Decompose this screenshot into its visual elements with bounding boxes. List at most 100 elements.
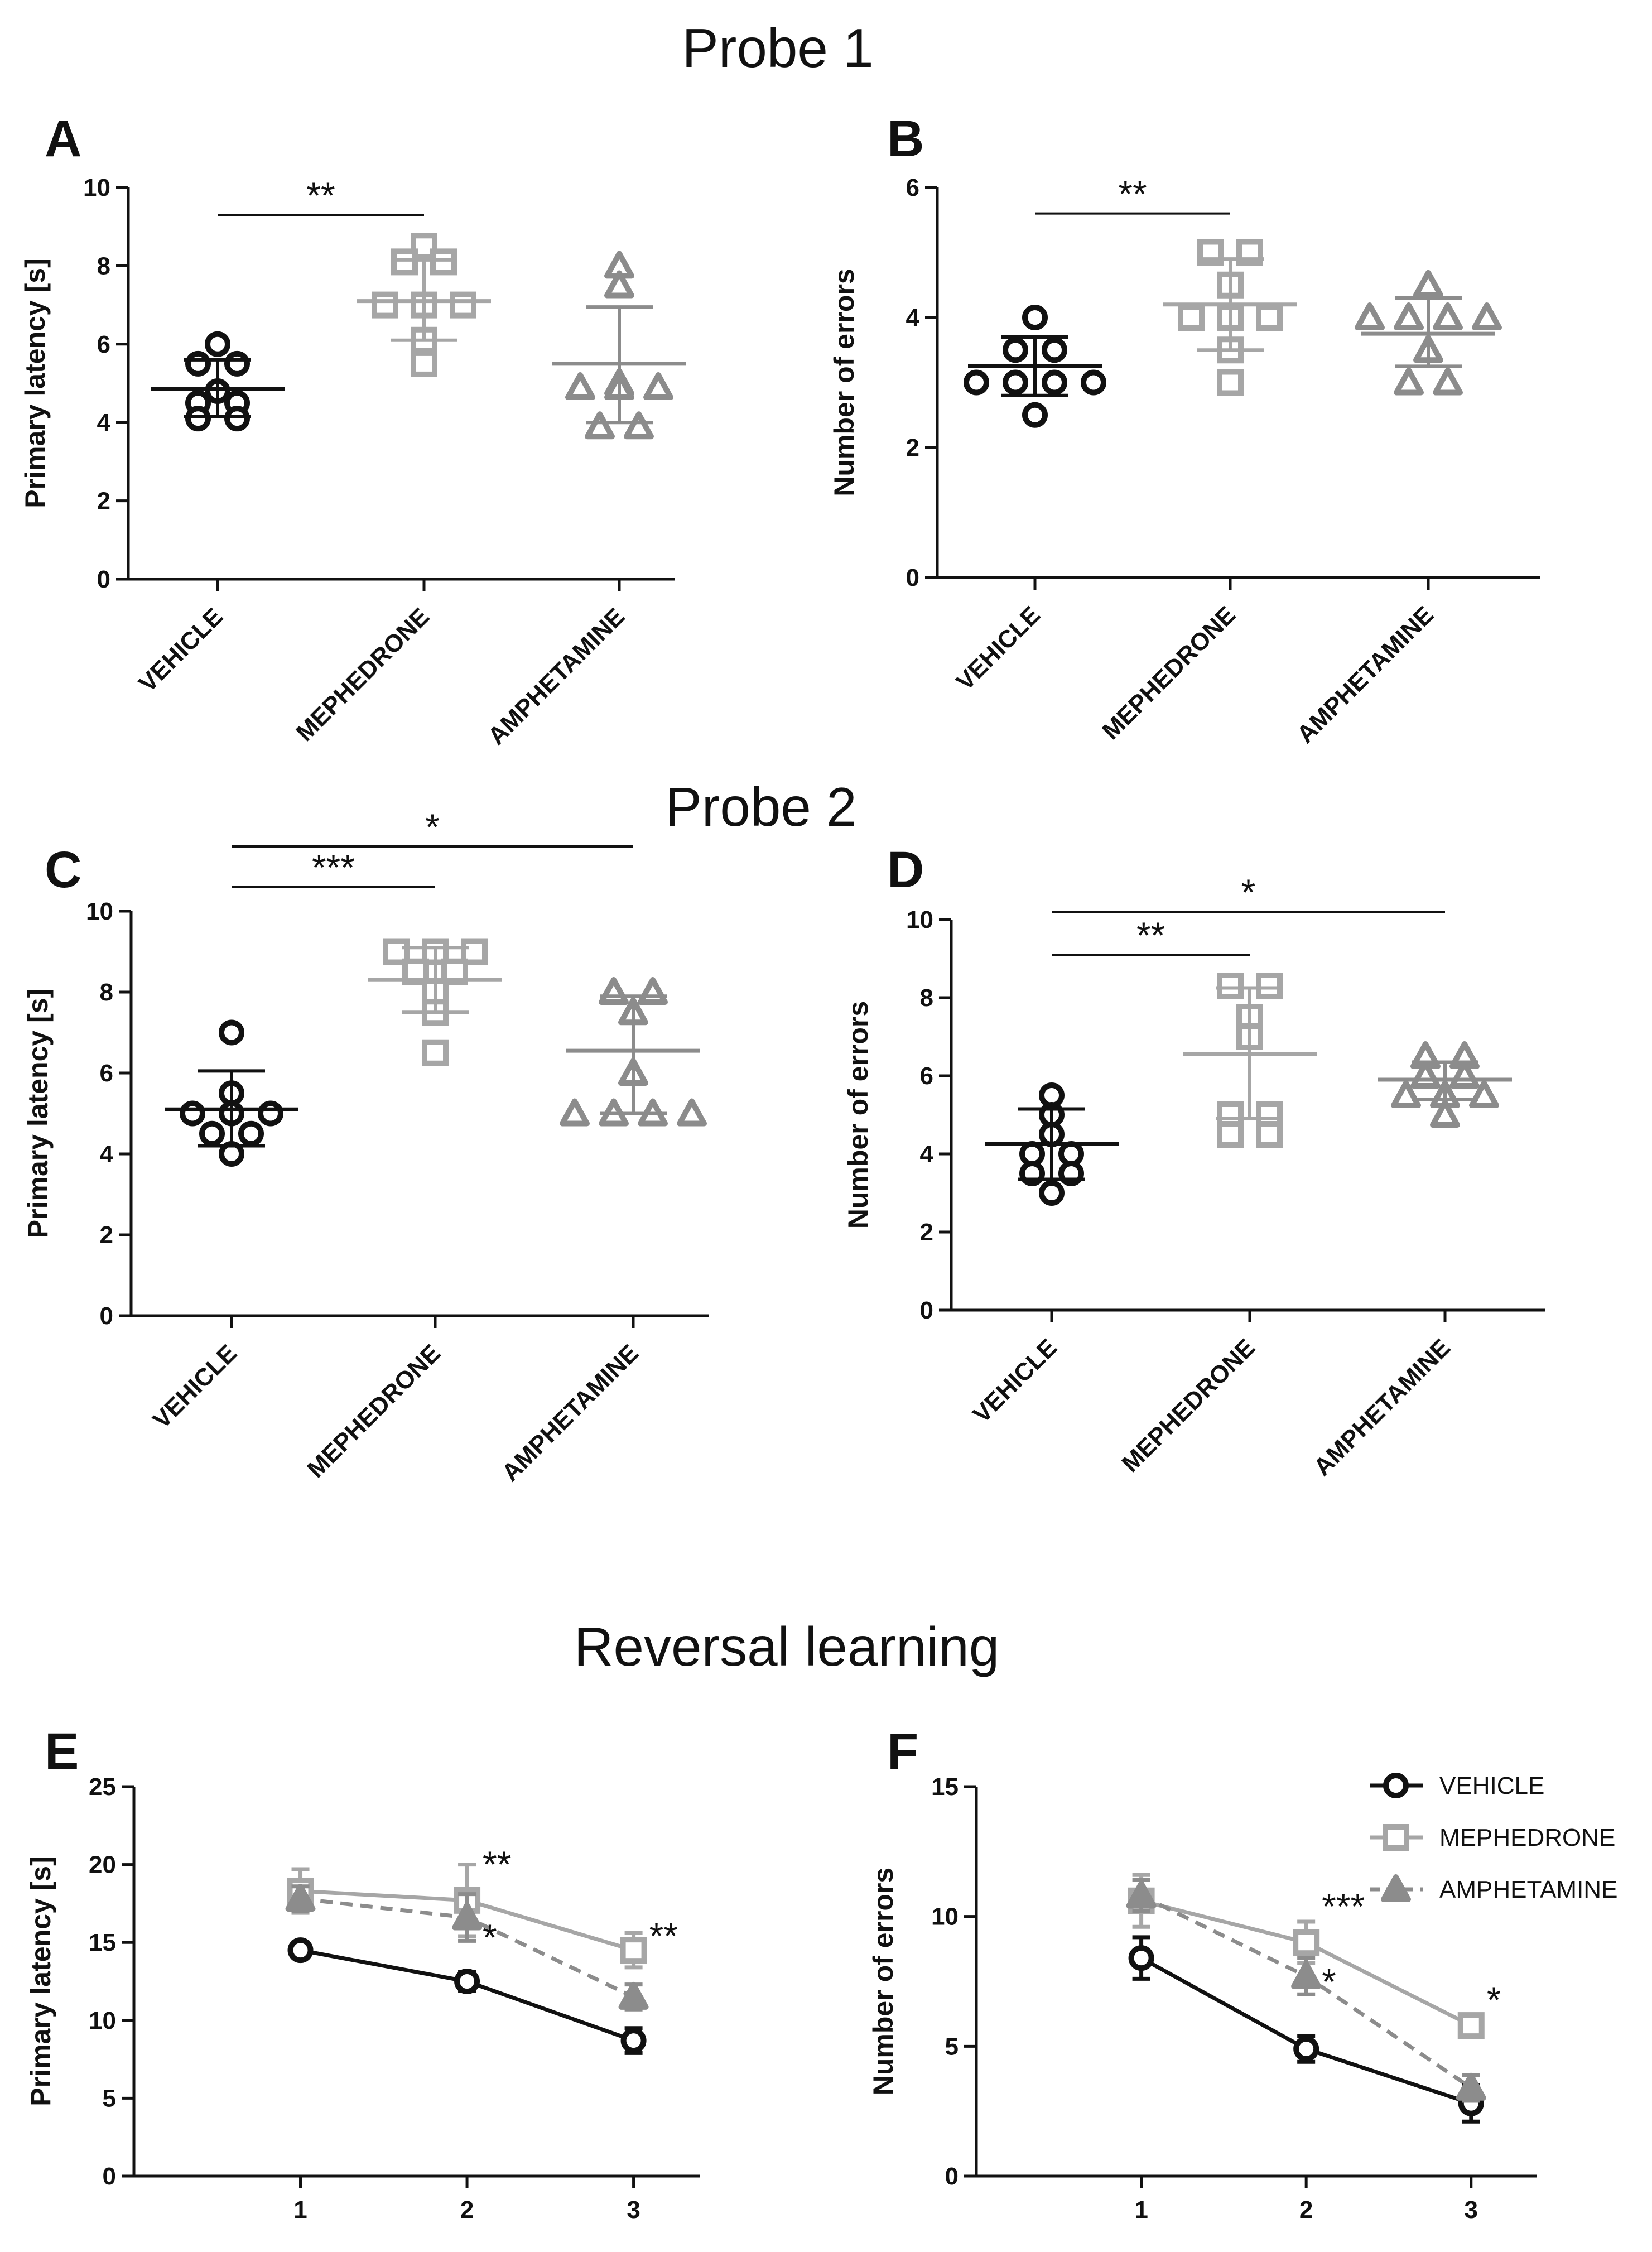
data-point-amphetamine [565,372,595,401]
panel-letter: E [45,1723,79,1780]
y-tick-label: 0 [906,564,919,591]
data-point-mephedrone [1457,2012,1485,2039]
data-point-amphetamine [1433,367,1463,396]
y-tick-label: 8 [97,252,110,280]
y-tick-label: 10 [89,2007,116,2034]
significance-label: *** [312,847,355,888]
data-point-mephedrone [1217,973,1244,999]
data-point-vehicle [1003,369,1028,396]
panel-letter: B [887,110,924,167]
data-point-amphetamine [1413,270,1443,298]
y-tick-label: 4 [906,304,920,331]
significance-label: ** [306,175,335,216]
y-tick-label: 4 [920,1141,934,1168]
y-tick-label: 10 [83,174,110,201]
significance-label: * [1241,872,1256,913]
group-mephedrone [1183,973,1317,1148]
significance-label: ** [1118,174,1147,215]
significance-label: * [1487,1979,1501,2020]
data-point-vehicle [199,1120,225,1147]
y-tick-label: 25 [89,1773,116,1801]
data-point-amphetamine [618,1981,649,2010]
legend-marker-vehicle [1383,1773,1409,1798]
section-title-probe-1: Probe 1 [682,17,873,79]
significance-label: ** [649,1915,678,1956]
panel-letter: F [887,1723,918,1780]
y-tick-label: 2 [920,1219,933,1246]
data-point-vehicle [1293,2036,1319,2062]
y-axis-title: Primary latency [s] [20,258,51,508]
data-point-vehicle [620,2028,647,2054]
y-tick-label: 6 [920,1062,933,1090]
data-point-vehicle [1022,305,1048,330]
data-point-amphetamine [1355,302,1385,330]
y-tick-label: 0 [97,566,110,593]
data-point-amphetamine [1430,1100,1460,1128]
data-point-amphetamine [604,270,634,299]
group-vehicle [964,305,1106,428]
significance-label: * [1322,1961,1336,2002]
y-tick-label: 5 [103,2085,116,2112]
data-point-mephedrone [1293,1929,1320,1956]
data-point-mephedrone [383,938,410,965]
data-point-vehicle [185,406,211,432]
y-tick-label: 8 [920,984,933,1012]
data-point-amphetamine [1126,1880,1157,1909]
data-point-vehicle [1042,369,1067,396]
series-vehicle [287,1937,647,2055]
data-point-vehicle [1081,369,1106,396]
y-axis-title: Number of errors [829,268,860,496]
group-vehicle [165,1019,298,1167]
y-axis-title: Primary latency [s] [22,989,54,1238]
data-point-vehicle [1022,402,1048,428]
y-tick-label: 0 [103,2163,116,2190]
data-point-amphetamine [560,1098,590,1127]
y-tick-label: 8 [100,979,113,1006]
data-point-amphetamine [1394,367,1424,396]
legend-marker-mephedrone [1383,1824,1409,1851]
y-tick-label: 2 [100,1221,113,1249]
legend-label-vehicle: VEHICLE [1439,1772,1544,1799]
x-tick-label: 3 [627,2196,640,2224]
group-vehicle [985,1082,1119,1206]
data-point-mephedrone [620,1937,647,1964]
data-point-amphetamine [1291,1961,1322,1989]
series-amphetamine [1126,1878,1486,2103]
significance-label: ** [1136,915,1165,956]
y-tick-label: 2 [97,488,110,515]
data-point-vehicle [964,369,989,396]
y-tick-label: 0 [945,2163,959,2190]
data-point-amphetamine [1433,302,1463,330]
x-tick-label: 2 [460,2196,474,2224]
significance-label: * [483,1917,497,1958]
data-point-vehicle [1042,337,1067,363]
y-tick-label: 6 [906,174,919,201]
data-point-vehicle [224,350,250,377]
x-tick-label: 2 [1299,2196,1313,2224]
data-point-mephedrone [411,350,437,377]
data-point-amphetamine [1472,302,1502,330]
data-point-mephedrone [391,248,418,276]
panel-letter: D [887,841,924,898]
y-axis-title: Primary latency [s] [25,1856,56,2106]
legend-label-amphetamine: AMPHETAMINE [1439,1876,1617,1903]
data-point-vehicle [224,406,250,432]
y-tick-label: 6 [100,1060,113,1087]
data-point-vehicle [238,1120,264,1147]
group-amphetamine [1378,1041,1512,1128]
x-tick-label: 1 [1134,2196,1148,2224]
x-tick-label: 3 [1465,2196,1478,2224]
data-point-vehicle [1128,1945,1154,1971]
data-point-amphetamine [643,372,673,401]
panel-letter: A [45,110,81,167]
significance-label: * [425,806,440,848]
legend-label-mephedrone: MEPHEDRONE [1439,1824,1615,1851]
panel-letter: C [45,841,81,898]
data-point-mephedrone [1217,1121,1244,1148]
data-point-amphetamine [677,1098,707,1127]
y-tick-label: 2 [906,434,919,461]
data-point-mephedrone [1256,304,1283,331]
y-axis-title: Number of errors [868,1868,899,2095]
